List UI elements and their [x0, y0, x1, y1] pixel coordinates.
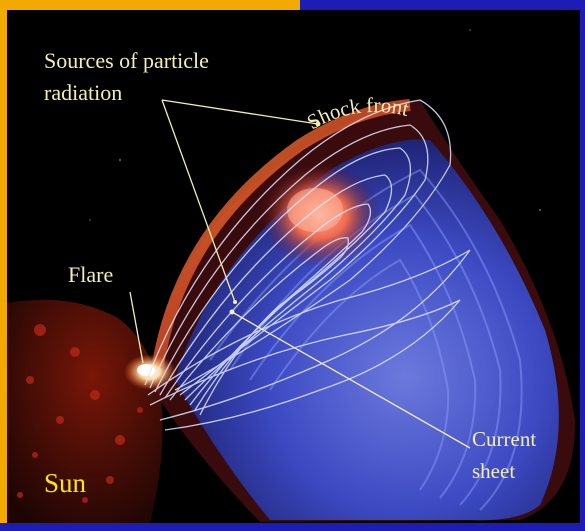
frame-right	[580, 0, 585, 531]
sources-label-line2: radiation	[44, 80, 122, 105]
flare-core	[137, 364, 155, 376]
cme-blue-bands	[209, 168, 523, 511]
cme-red-arc	[152, 99, 411, 366]
frame-left	[0, 0, 7, 531]
sources-label-line1: Sources of particle	[44, 48, 209, 73]
sun-surface-speckles	[17, 324, 143, 503]
magnetic-field-lines	[144, 99, 471, 431]
sun-disk	[7, 299, 163, 523]
annotation-pointers	[129, 99, 471, 449]
frame-bottom	[0, 523, 585, 531]
pointer-dots	[229, 121, 321, 315]
frame-top-right	[300, 0, 585, 10]
sun-label: Sun	[44, 468, 87, 498]
current-sheet-label-line2: sheet	[472, 459, 515, 483]
flare-label: Flare	[68, 262, 113, 287]
current-sheet-label-line1: Current	[472, 427, 536, 451]
frame-top-left	[0, 0, 300, 10]
